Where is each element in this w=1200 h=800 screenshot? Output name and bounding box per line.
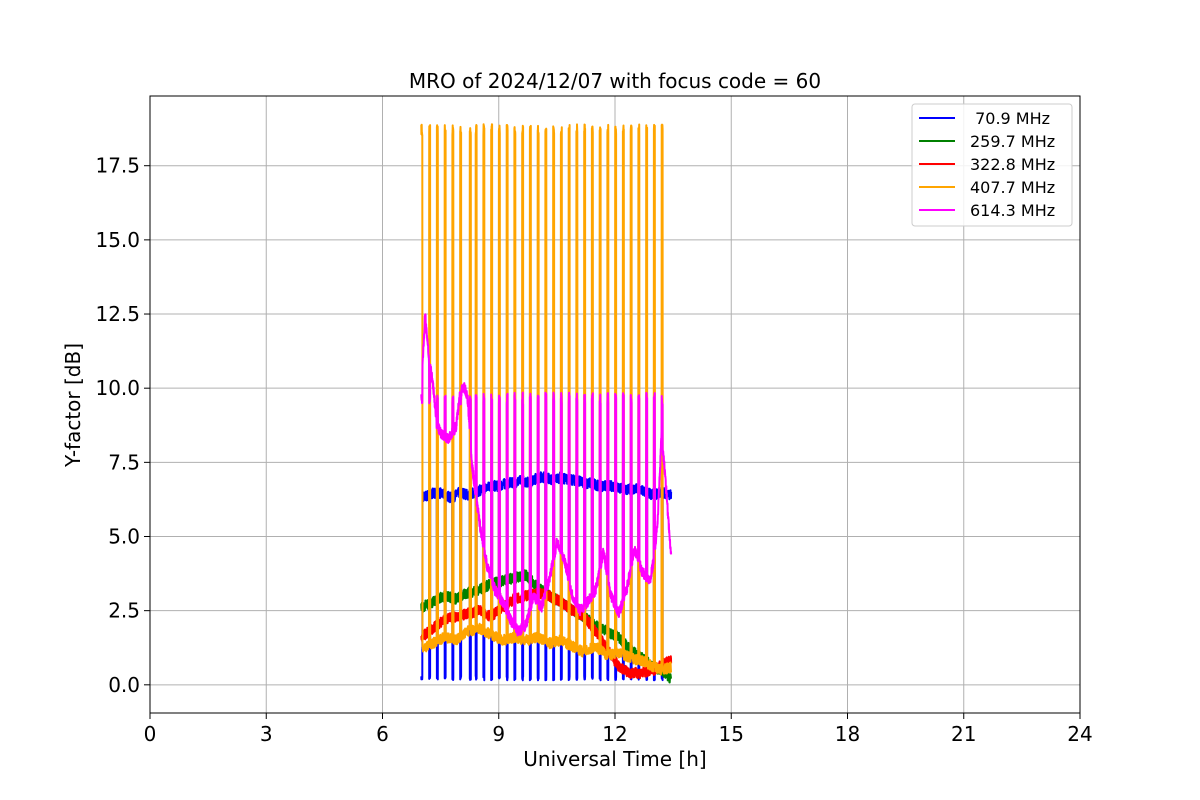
y-tick-label: 0.0 [108, 673, 140, 697]
legend: 70.9 MHz 259.7 MHz 322.8 MHz 407.7 MHz 614.3… [911, 103, 1073, 227]
legend-box [911, 103, 1073, 227]
legend-label: 407.7 MHz [970, 178, 1055, 197]
legend-label: 259.7 MHz [970, 132, 1055, 151]
y-tick-label: 12.5 [95, 302, 140, 326]
x-axis-label: Universal Time [h] [523, 747, 706, 771]
x-tick-label: 12 [602, 722, 627, 746]
series-line-3 [420, 123, 673, 676]
x-tick-label: 0 [144, 722, 157, 746]
legend-label: 614.3 MHz [970, 201, 1055, 220]
x-tick-label: 15 [719, 722, 744, 746]
y-tick-label: 5.0 [108, 525, 140, 549]
y-axis-ticks: 0.0 2.5 5.0 7.5 10.0 12.5 15.0 17.5 [95, 154, 150, 697]
y-tick-label: 17.5 [95, 154, 140, 178]
y-axis-label: Y-factor [dB] [61, 343, 85, 468]
x-axis-ticks: 0 3 6 9 12 15 18 21 24 [144, 713, 1093, 746]
y-tick-label: 2.5 [108, 599, 140, 623]
series-lines [420, 123, 673, 684]
x-tick-label: 18 [835, 722, 860, 746]
series-line-4 [420, 313, 673, 637]
y-tick-label: 10.0 [95, 376, 140, 400]
y-tick-label: 7.5 [108, 450, 140, 474]
y-tick-label: 15.0 [95, 228, 140, 252]
chart-title: MRO of 2024/12/07 with focus code = 60 [409, 69, 821, 93]
x-tick-label: 3 [260, 722, 273, 746]
series-line-0 [420, 471, 673, 682]
x-tick-label: 6 [376, 722, 389, 746]
x-tick-label: 21 [951, 722, 976, 746]
x-tick-label: 24 [1067, 722, 1092, 746]
x-tick-label: 9 [492, 722, 505, 746]
legend-label: 322.8 MHz [970, 155, 1055, 174]
legend-label: 70.9 MHz [970, 109, 1050, 128]
